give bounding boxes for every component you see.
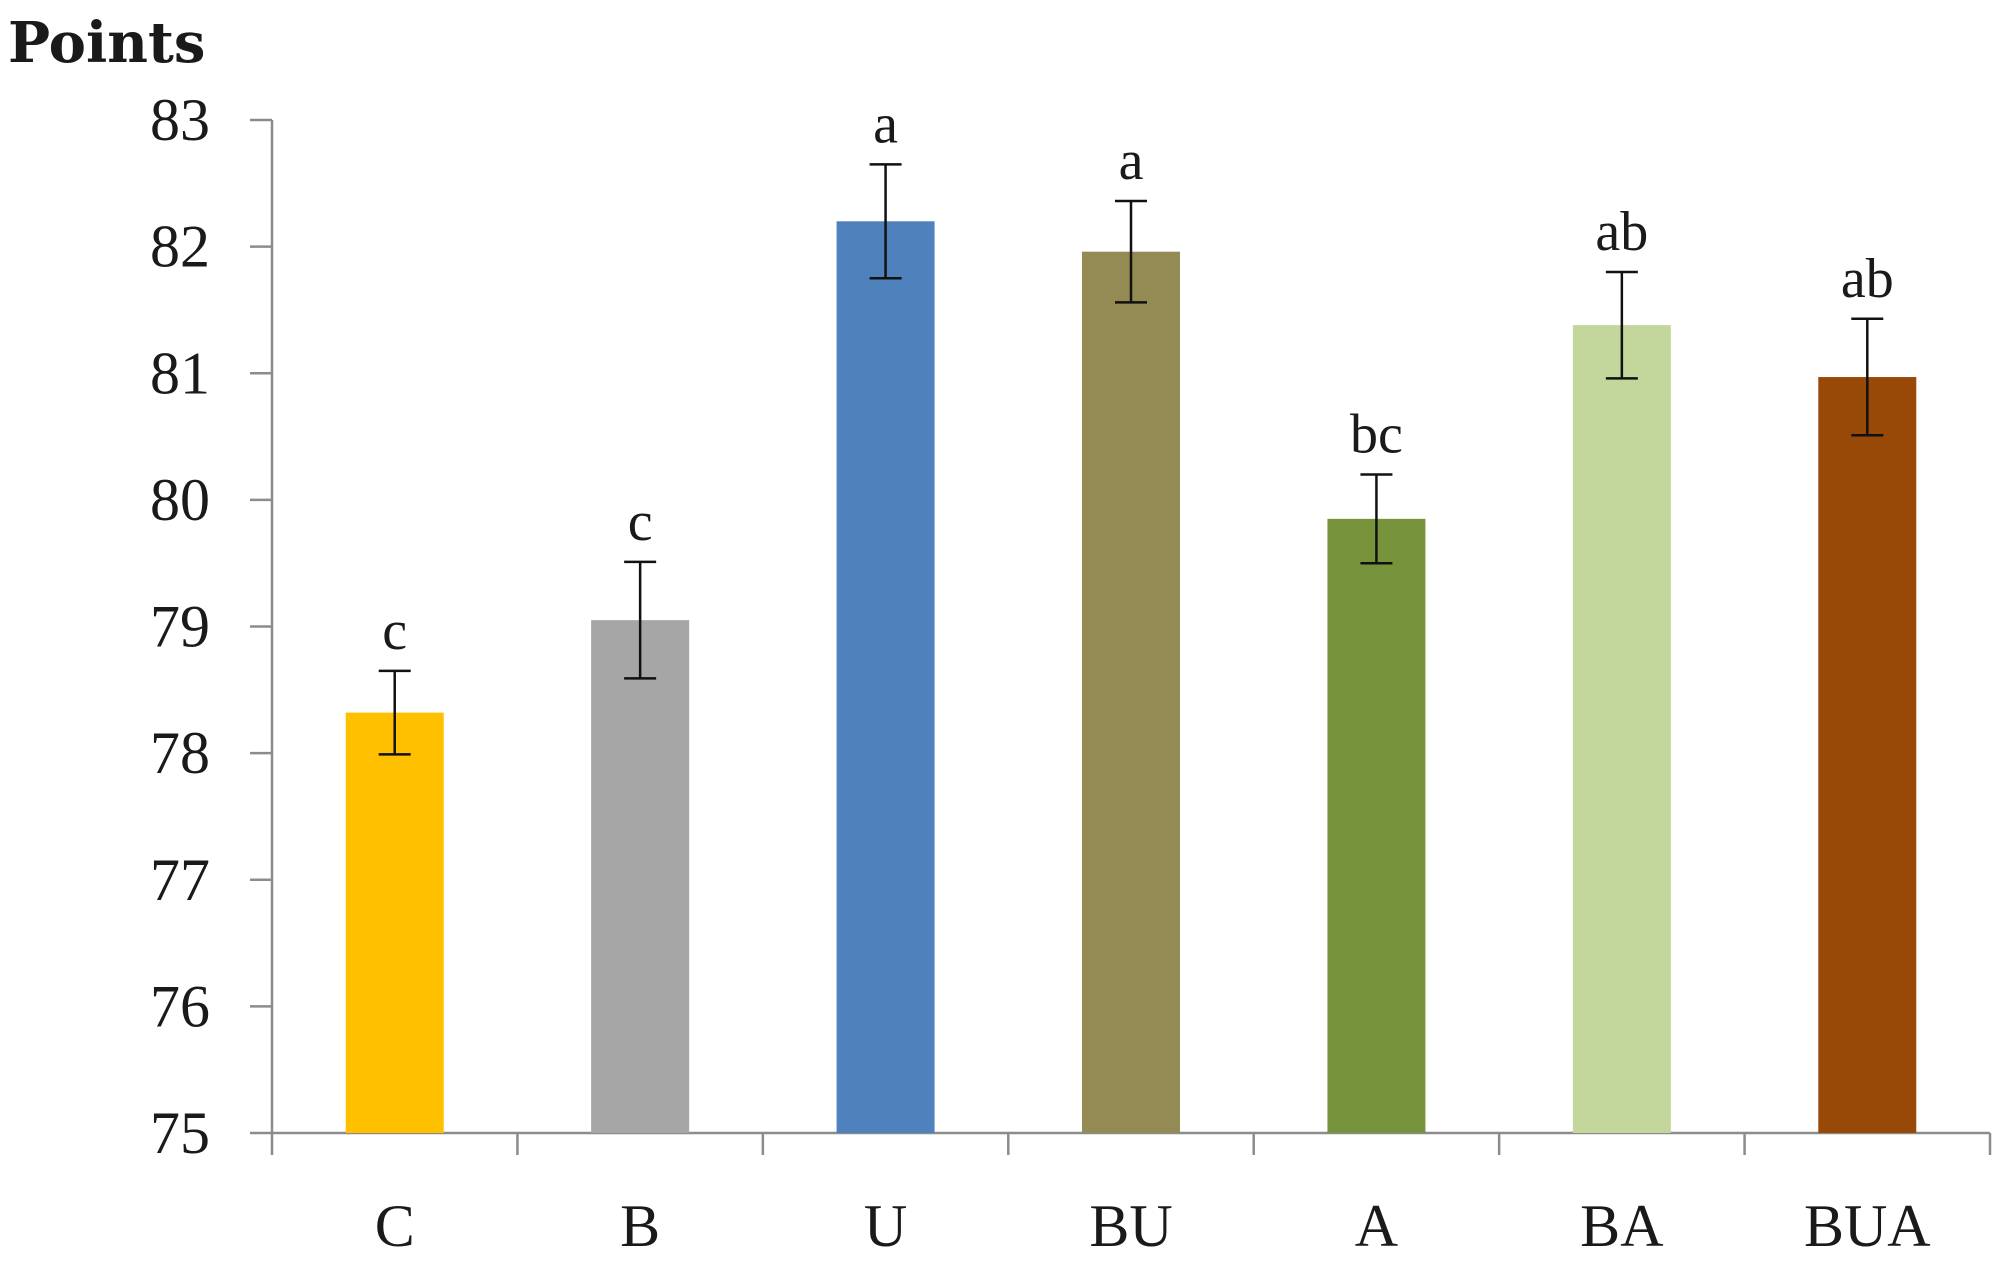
bar-ba — [1572, 325, 1671, 1133]
y-tick-label: 82 — [150, 214, 210, 280]
y-axis-title: Points — [8, 10, 205, 76]
significance-label: bc — [1350, 404, 1403, 466]
y-tick-label: 80 — [150, 467, 210, 533]
y-tick-label: 79 — [150, 594, 210, 660]
x-tick-label: U — [864, 1193, 907, 1259]
significance-label: a — [1119, 130, 1144, 192]
y-tick-label: 77 — [150, 847, 210, 913]
significance-label: ab — [1595, 201, 1648, 263]
x-tick-label: BA — [1580, 1193, 1663, 1259]
significance-label: c — [628, 491, 653, 553]
x-tick-label: BU — [1089, 1193, 1172, 1259]
y-tick-label: 75 — [150, 1100, 210, 1166]
significance-label: ab — [1841, 248, 1894, 310]
significance-label: c — [382, 600, 407, 662]
bar-bua — [1818, 377, 1917, 1134]
x-tick-label: BUA — [1804, 1193, 1931, 1259]
y-axis: 75 76 77 78 79 80 81 82 83 — [150, 87, 274, 1166]
x-tick-label: A — [1355, 1193, 1398, 1259]
bar-bu — [1082, 251, 1180, 1133]
bar-u — [836, 221, 935, 1134]
y-tick-label: 76 — [150, 973, 210, 1039]
bar-c — [345, 712, 444, 1133]
x-tick-label: B — [620, 1193, 660, 1259]
y-tick-label: 81 — [150, 340, 210, 406]
y-tick-label: 83 — [150, 87, 210, 153]
y-tick-label: 78 — [150, 720, 210, 786]
bars-group: c c a a bc ab ab — [345, 93, 1917, 1134]
significance-label: a — [873, 93, 898, 155]
bar-b — [591, 620, 690, 1133]
x-tick-label: C — [375, 1193, 415, 1259]
bar-a — [1327, 518, 1426, 1133]
x-axis: C B U BU A BA BUA — [270, 1131, 1992, 1259]
